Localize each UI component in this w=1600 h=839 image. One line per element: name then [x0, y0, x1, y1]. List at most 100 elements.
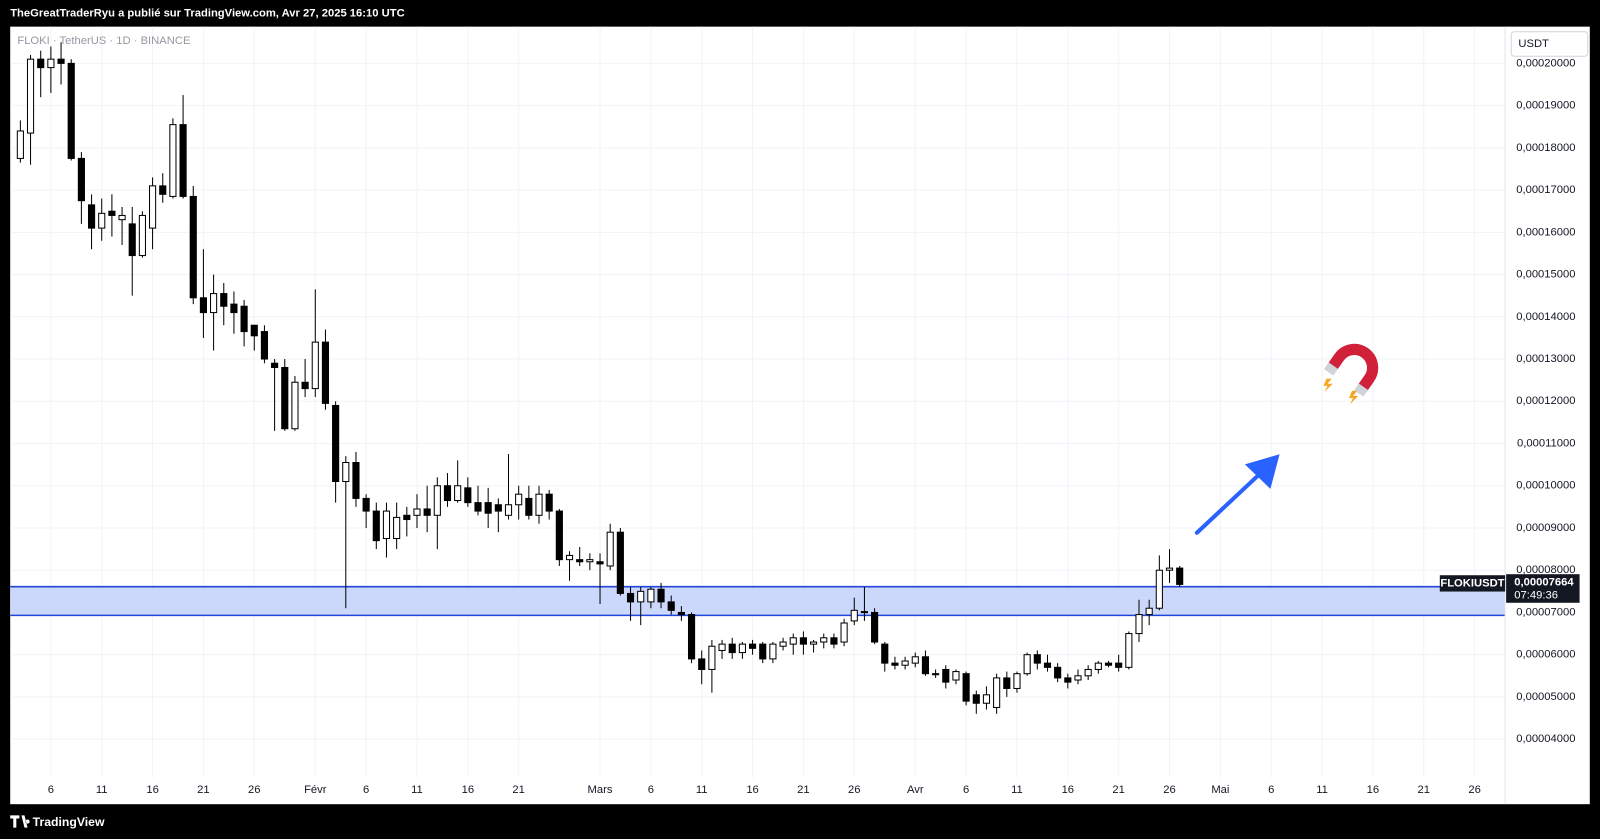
x-tick-label: 26 [848, 784, 860, 796]
x-tick-label: 21 [512, 784, 524, 796]
x-tick-label: 26 [248, 784, 260, 796]
candle-body [464, 487, 472, 504]
candle-body [982, 694, 991, 704]
candle-body [535, 493, 543, 516]
candle-body [210, 293, 218, 314]
x-tick-label: 6 [963, 784, 969, 796]
candle-body [504, 504, 513, 516]
arrow-shaft [1194, 470, 1264, 535]
candle-body [708, 645, 716, 670]
candle-body [718, 643, 726, 651]
trend-arrow [1194, 454, 1280, 535]
candle-body [962, 673, 970, 702]
x-tick-label: 16 [1062, 784, 1074, 796]
candle-body [342, 462, 350, 483]
candle-body [332, 404, 340, 483]
candle-body [850, 609, 858, 622]
candle-body [952, 671, 960, 681]
x-tick-label: 6 [48, 784, 54, 796]
candle-body [515, 493, 523, 506]
candle-body [576, 559, 584, 563]
candle-body [433, 485, 441, 516]
candle-body [26, 58, 35, 134]
candle-body [860, 611, 869, 614]
x-tick-label: 11 [696, 784, 708, 796]
candle-body [901, 660, 909, 666]
magnet-tip [1324, 362, 1338, 376]
x-tick-label: 16 [146, 784, 158, 796]
candle-body [728, 643, 736, 654]
candle-body [169, 124, 177, 197]
symbol-tag [1439, 575, 1506, 592]
candle-body [37, 58, 45, 69]
candle-body [321, 341, 330, 404]
y-tick-label: 0,00010000 [1516, 480, 1575, 492]
candle-body [138, 214, 146, 257]
x-tick-label: 16 [1367, 784, 1379, 796]
candle-body [1104, 662, 1113, 666]
x-tick-label: 16 [746, 784, 758, 796]
publisher-header: TheGreatTraderRyu a publié sur TradingVi… [10, 7, 404, 19]
candle-body [606, 531, 614, 567]
x-tick-label: 6 [363, 784, 369, 796]
x-tick-label: 6 [648, 784, 654, 796]
candle-body [1074, 675, 1082, 681]
candle-body [1023, 654, 1031, 675]
candle-body [1176, 567, 1184, 585]
candle-body [484, 502, 492, 514]
x-tick-label: 11 [1316, 784, 1328, 796]
candle-body [881, 643, 889, 664]
candle-body [403, 514, 411, 521]
arrow-head [1244, 454, 1280, 489]
countdown: 07:49:36 [1514, 590, 1558, 602]
candle-body [250, 324, 258, 337]
candle-body [748, 643, 757, 649]
candle-body [1054, 666, 1062, 679]
candle-body [810, 641, 818, 645]
footer-logo[interactable]: TradingView [10, 815, 105, 829]
candle-body [382, 510, 391, 540]
x-tick-label: 26 [1163, 784, 1175, 796]
y-tick-label: 0,00012000 [1516, 395, 1575, 407]
candle-body [769, 643, 777, 660]
x-tick-label: 11 [411, 784, 423, 796]
x-tick-label: Avr [907, 784, 924, 796]
candle-body [596, 561, 604, 565]
candle-body [1013, 673, 1021, 689]
candle-body [87, 204, 96, 229]
y-tick-label: 0,00013000 [1516, 353, 1575, 365]
candle-body [789, 637, 797, 645]
magnet-icon [1324, 343, 1379, 397]
candle-body [911, 656, 919, 664]
candle-body [159, 185, 167, 195]
candle-body [149, 185, 157, 229]
candle-body [474, 502, 482, 512]
candle-body [677, 611, 685, 616]
y-tick-label: 0,00014000 [1516, 311, 1575, 323]
candle-body [311, 341, 319, 390]
candle-body [281, 366, 289, 430]
magnet-tip [1354, 383, 1369, 397]
y-tick-label: 0,00015000 [1516, 269, 1575, 281]
grid-layer [10, 26, 1506, 778]
candle-body [1094, 662, 1102, 670]
candle-body [830, 637, 838, 645]
zone-layer [10, 585, 1506, 617]
candle-body [230, 303, 238, 314]
x-tick-label: 11 [96, 784, 108, 796]
x-tick-label: 21 [197, 784, 209, 796]
candle-body [301, 381, 309, 390]
candle-body [1165, 567, 1174, 571]
candle-body [738, 643, 746, 654]
candle-body [993, 677, 1001, 708]
candle-body [555, 510, 563, 561]
y-tick-label: 0,00007000 [1516, 606, 1575, 618]
x-tick-label: 21 [797, 784, 809, 796]
candle-body [57, 58, 65, 64]
candle-body [352, 462, 360, 499]
y-tick-label: 0,00006000 [1516, 649, 1575, 661]
candle-body [616, 531, 624, 594]
x-tick-label: 21 [1418, 784, 1430, 796]
currency-box[interactable] [1510, 31, 1589, 57]
